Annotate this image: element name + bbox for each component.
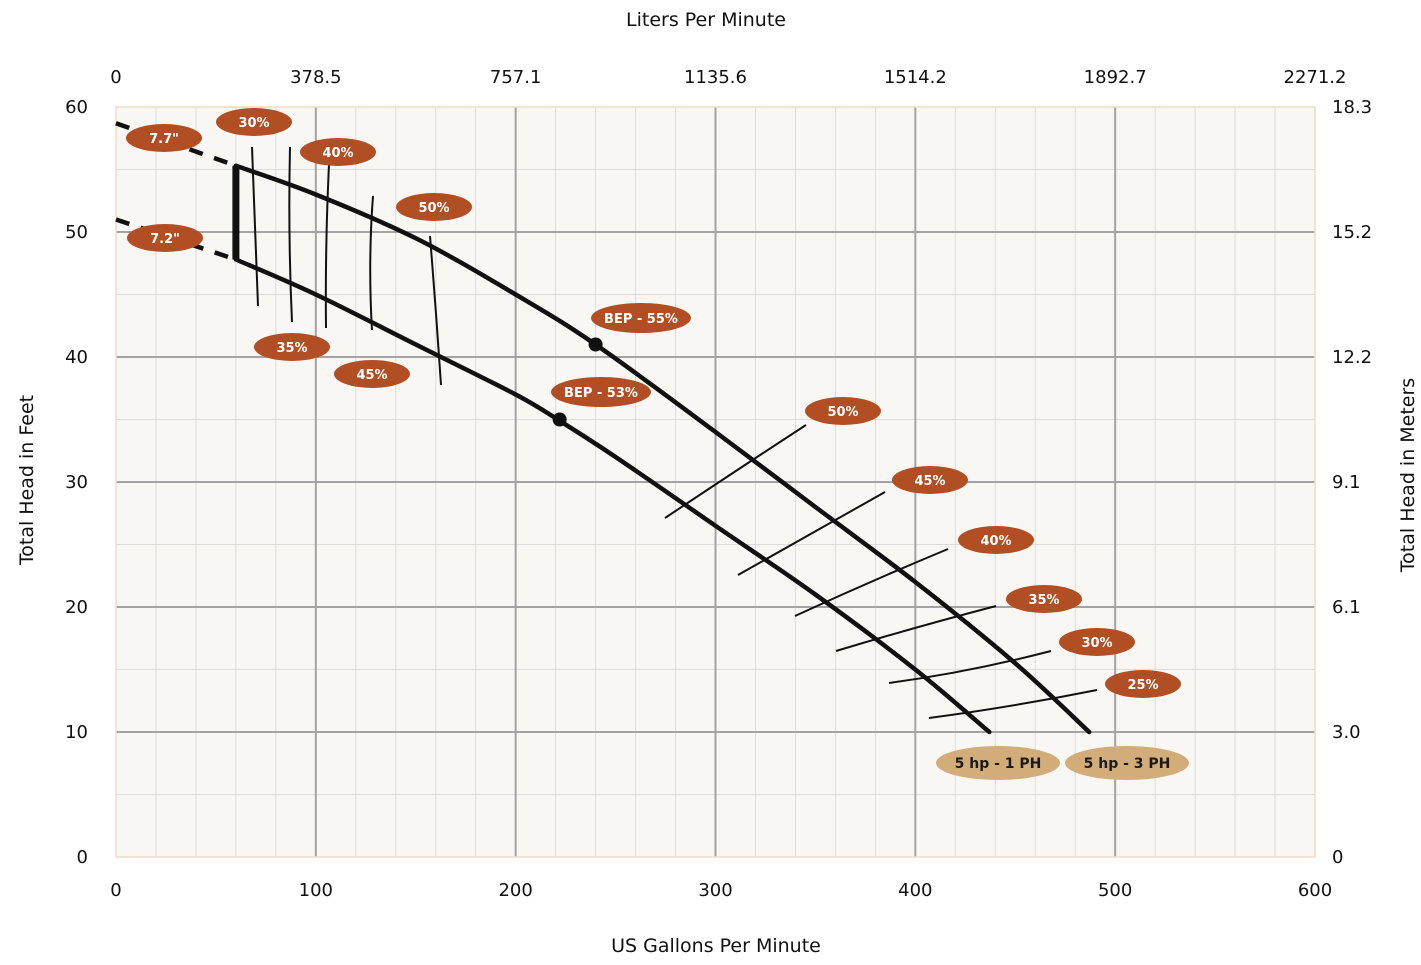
label-pill <box>936 746 1060 780</box>
efficiency-line <box>324 144 331 329</box>
label-pill <box>1065 746 1189 780</box>
label-pill-text: 30% <box>238 116 269 131</box>
label-pill <box>1059 628 1135 656</box>
label-pill-text: 40% <box>980 534 1011 549</box>
label-pill-text: 30% <box>1081 636 1112 651</box>
label-pill-text: 7.7" <box>149 132 179 147</box>
y-left-tick-label: 20 <box>65 597 88 618</box>
label-pill-text: BEP - 55% <box>604 312 678 327</box>
x-bottom-tick-label: 200 <box>498 880 532 901</box>
x-top-tick-label: 0 <box>110 67 121 88</box>
y-right-tick-label: 9.1 <box>1332 472 1361 493</box>
label-pill <box>216 108 292 136</box>
y-left-axis-title: Total Head in Feet <box>16 395 38 566</box>
y-right-tick-label: 12.2 <box>1332 347 1372 368</box>
y-right-tick-label: 0 <box>1332 847 1343 868</box>
label-pill <box>126 124 202 152</box>
label-pill-text: 45% <box>356 368 387 383</box>
x-top-axis-title: Liters Per Minute <box>626 9 786 31</box>
y-left-tick-label: 10 <box>65 722 88 743</box>
label-pill <box>1105 670 1181 698</box>
x-bottom-tick-labels: 0 100 200 300 400 500 600 <box>110 880 1332 901</box>
x-bottom-tick-label: 400 <box>898 880 932 901</box>
label-pill-text: 50% <box>418 201 449 216</box>
y-left-tick-label: 40 <box>65 347 88 368</box>
y-right-axis-title: Total Head in Meters <box>1397 378 1419 573</box>
label-pill <box>396 193 472 221</box>
label-pill <box>254 333 330 361</box>
label-pill-text: 50% <box>827 405 858 420</box>
x-bottom-axis-title: US Gallons Per Minute <box>611 935 821 957</box>
pump-curve-line <box>233 163 1092 735</box>
plot-border <box>115 106 1316 858</box>
efficiency-line <box>737 491 886 576</box>
y-left-tick-label: 0 <box>77 847 88 868</box>
y-left-tick-labels: 0 10 20 30 40 50 60 <box>65 97 88 868</box>
x-bottom-tick-label: 0 <box>110 880 121 901</box>
efficiency-lines <box>251 144 1098 719</box>
label-pill <box>300 138 376 166</box>
curve-labels: 7.7" 7.2" 30% 40% 50% 35% 45% BEP - 55% BEP - 53… <box>126 108 1189 780</box>
x-top-tick-label: 1892.7 <box>1084 67 1147 88</box>
label-pill-text: BEP - 53% <box>564 386 638 401</box>
x-bottom-tick-label: 100 <box>299 880 333 901</box>
efficiency-line <box>835 605 997 652</box>
bep-point-marker <box>588 337 603 352</box>
efficiency-line <box>288 146 293 323</box>
pump-curve-line <box>233 257 992 735</box>
x-bottom-tick-label: 600 <box>1298 880 1332 901</box>
label-pill <box>127 224 203 252</box>
x-top-tick-label: 2271.2 <box>1284 67 1347 88</box>
y-right-tick-label: 6.1 <box>1332 597 1361 618</box>
label-pill-text: 5 hp - 3 PH <box>1084 756 1171 772</box>
label-pill-text: 7.2" <box>150 232 180 247</box>
label-pill-text: 35% <box>276 341 307 356</box>
label-pill <box>591 303 691 333</box>
y-right-tick-label: 15.2 <box>1332 222 1372 243</box>
y-right-tick-label: 18.3 <box>1332 97 1372 118</box>
label-pill-text: 25% <box>1127 678 1158 693</box>
y-left-tick-label: 50 <box>65 222 88 243</box>
efficiency-line <box>369 195 374 331</box>
label-pill <box>334 360 410 388</box>
label-pill <box>892 466 968 494</box>
label-pill <box>805 397 881 425</box>
x-top-tick-label: 757.1 <box>490 67 542 88</box>
efficiency-line <box>251 146 259 307</box>
x-top-tick-label: 1514.2 <box>884 67 947 88</box>
x-top-tick-labels: 0 378.5 757.1 1135.6 1514.2 1892.7 2271.2 <box>110 67 1346 88</box>
y-right-tick-labels: 0 3.0 6.1 9.1 12.2 15.2 18.3 <box>1332 97 1372 868</box>
x-top-tick-label: 1135.6 <box>684 67 747 88</box>
label-pill <box>958 526 1034 554</box>
efficiency-line <box>794 548 949 617</box>
label-pill-text: 40% <box>322 146 353 161</box>
y-left-tick-label: 60 <box>65 97 88 118</box>
efficiency-line <box>888 650 1052 684</box>
y-left-tick-label: 30 <box>65 472 88 493</box>
efficiency-line <box>664 424 807 519</box>
bep-point-marker <box>552 412 567 427</box>
x-top-tick-label: 378.5 <box>290 67 342 88</box>
x-bottom-tick-label: 500 <box>1098 880 1132 901</box>
label-pill <box>551 377 651 407</box>
label-pill-text: 35% <box>1028 593 1059 608</box>
label-pill-text: 45% <box>914 474 945 489</box>
efficiency-line <box>928 689 1098 719</box>
y-right-tick-label: 3.0 <box>1332 722 1361 743</box>
efficiency-line <box>429 235 442 386</box>
label-pill <box>1006 585 1082 613</box>
label-pill-text: 5 hp - 1 PH <box>955 756 1042 772</box>
x-bottom-tick-label: 300 <box>698 880 732 901</box>
